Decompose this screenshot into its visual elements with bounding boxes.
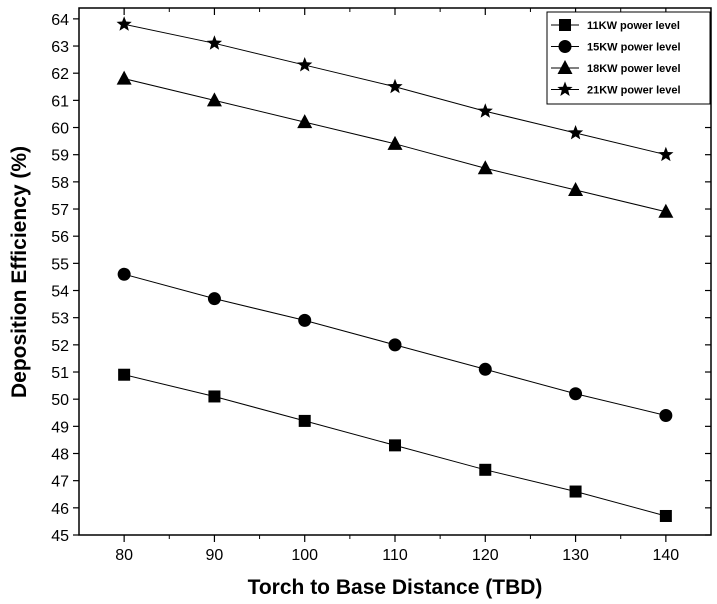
- y-tick-label: 49: [51, 419, 69, 436]
- data-point: [297, 114, 313, 129]
- x-tick-label: 110: [382, 547, 408, 564]
- y-tick-label: 51: [51, 365, 69, 382]
- y-tick-label: 57: [51, 202, 69, 219]
- y-axis-title: Deposition Efficiency (%): [8, 146, 31, 398]
- y-tick-label: 48: [51, 447, 69, 464]
- data-point: [568, 182, 584, 197]
- y-tick-label: 45: [51, 528, 69, 545]
- legend-marker: [559, 19, 571, 31]
- data-point: [659, 509, 672, 522]
- data-point: [567, 124, 584, 140]
- data-point: [206, 35, 223, 50]
- data-point: [388, 338, 402, 352]
- y-tick-label: 64: [51, 12, 69, 29]
- data-point: [478, 362, 492, 376]
- data-point: [117, 267, 131, 281]
- data-point: [477, 103, 493, 118]
- y-tick-label: 50: [51, 392, 69, 409]
- y-tick-label: 53: [51, 311, 69, 328]
- data-point: [118, 368, 131, 381]
- legend-marker: [557, 60, 573, 74]
- y-tick-label: 59: [51, 148, 69, 165]
- legend-item: 21KW power level: [551, 81, 681, 97]
- series-0: [118, 368, 672, 522]
- data-point: [387, 135, 403, 150]
- data-point: [297, 57, 313, 72]
- data-point: [387, 78, 403, 94]
- legend-box: [546, 11, 711, 105]
- x-axis-title: Torch to Base Distance (TBD): [248, 576, 543, 599]
- legend-item: 11KW power level: [551, 19, 680, 32]
- y-tick-label: 61: [51, 93, 69, 110]
- series-2: [116, 70, 674, 218]
- legend-item: 18KW power level: [551, 60, 681, 75]
- legend-label: 15KW power level: [587, 42, 681, 54]
- y-tick-label: 63: [51, 39, 69, 56]
- x-tick-label: 90: [206, 547, 224, 564]
- x-tick-label: 100: [291, 547, 318, 564]
- series-layer: [116, 16, 674, 522]
- data-point: [658, 203, 674, 218]
- data-point: [569, 387, 583, 401]
- y-tick-label: 58: [51, 175, 69, 192]
- data-point: [298, 414, 311, 427]
- legend-label: 21KW power level: [587, 85, 681, 97]
- data-point: [479, 463, 492, 476]
- legend-marker: [558, 40, 572, 53]
- data-point: [208, 390, 221, 403]
- legend: 11KW power level 15KW power level 18KW pow…: [546, 11, 711, 105]
- data-point: [389, 439, 401, 452]
- x-tick-label: 130: [562, 547, 589, 564]
- data-point: [658, 146, 674, 162]
- y-tick-label: 54: [51, 284, 69, 301]
- data-point: [477, 160, 493, 175]
- y-tick-label: 55: [51, 256, 69, 273]
- legend-label: 18KW power level: [587, 63, 681, 75]
- x-tick-label: 80: [115, 547, 133, 564]
- series-3: [116, 16, 674, 162]
- data-point: [116, 16, 132, 31]
- y-tick-label: 52: [51, 338, 69, 355]
- legend-label: 11KW power level: [587, 20, 680, 32]
- legend-marker: [557, 81, 573, 96]
- y-tick-label: 60: [51, 121, 69, 138]
- y-tick-label: 56: [51, 229, 69, 246]
- data-point: [659, 408, 673, 422]
- data-point: [116, 70, 132, 85]
- data-point: [298, 313, 312, 327]
- data-point: [206, 92, 222, 107]
- data-point: [207, 292, 221, 306]
- axis-ticks: 80 90 100 110 120 130 140 45 46 47 48 49 50 51 52 53 54 5…: [51, 8, 711, 564]
- y-tick-label: 62: [51, 66, 69, 83]
- series-1: [117, 267, 673, 422]
- y-tick-label: 47: [51, 474, 69, 491]
- x-tick-label: 140: [653, 547, 680, 564]
- legend-item: 15KW power level: [551, 40, 681, 54]
- x-tick-label: 120: [472, 547, 499, 564]
- y-tick-label: 46: [51, 501, 69, 518]
- data-point: [569, 485, 582, 498]
